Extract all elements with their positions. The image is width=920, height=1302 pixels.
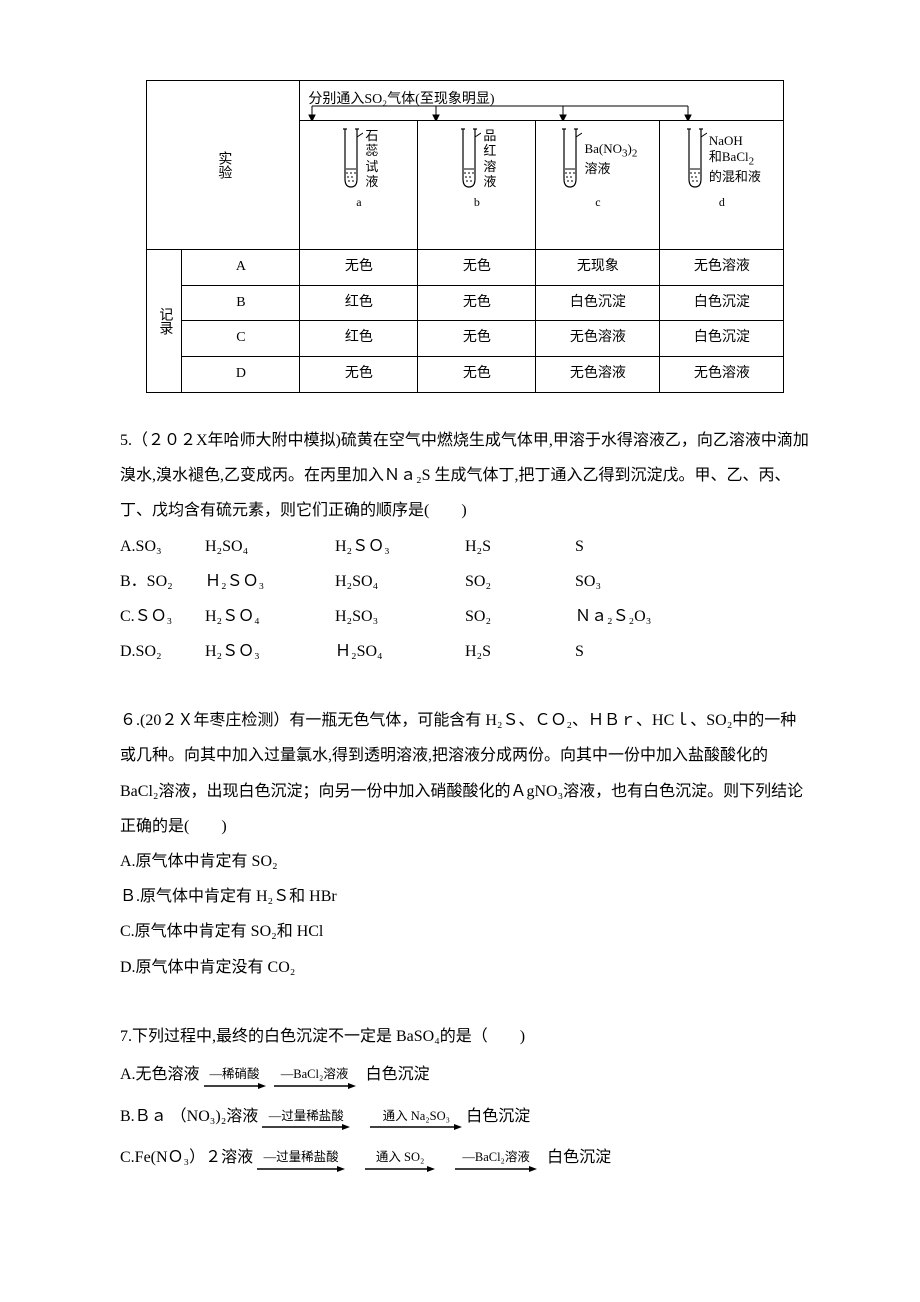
record-key: A — [182, 249, 300, 285]
flow-lead: A.无色溶液 — [120, 1054, 200, 1096]
q6-opt-d: D.原气体中肯定没有 CO₂ — [120, 950, 810, 985]
q6-options: A.原气体中肯定有 SO₂ Ｂ.原气体中肯定有 H₂Ｓ和 HBr C.原气体中肯… — [120, 844, 810, 985]
opt-col: H₂ＳＯ₄ — [205, 599, 335, 634]
q7-stem: 7.下列过程中,最终的白色沉淀不一定是 BaSO₄的是（ ) — [120, 1019, 810, 1054]
flow-arrow: 通入 SO₂ — [365, 1143, 435, 1173]
tube-d-sub: d — [664, 189, 779, 215]
opt-col: Ｈ₂SO₄ — [335, 634, 465, 669]
record-label: 记录 — [146, 249, 182, 392]
q6-opt-c: C.原气体中肯定有 SO₂和 HCl — [120, 914, 810, 949]
experiment-diagram: 实验 分别通入SO₂气体(至现象明显) — [120, 80, 810, 393]
opt-col: H₂SO₄ — [335, 564, 465, 599]
q7-opt-b: B.Ｂａ （NO₃)₂溶液 —过量稀盐酸 通入 Na₂SO₃ 白色沉淀 — [120, 1096, 810, 1138]
q5-opt-b: B．SO₂ Ｈ₂ＳＯ₃ H₂SO₄ SO₂ SO₃ — [120, 564, 810, 599]
table-cell: 白色沉淀 — [536, 285, 660, 321]
flow-arrow: —过量稀盐酸 — [262, 1101, 350, 1131]
table-cell: 无色溶液 — [536, 321, 660, 357]
experiment-table: 实验 分别通入SO₂气体(至现象明显) — [146, 80, 785, 393]
opt-col: Ｎａ₂Ｓ₂O₃ — [575, 599, 685, 634]
tube-b: 品红溶液 b — [418, 120, 536, 249]
table-cell: 无色溶液 — [536, 357, 660, 393]
opt-col: Ｈ₂ＳＯ₃ — [205, 564, 335, 599]
q6-opt-b: Ｂ.原气体中肯定有 H₂Ｓ和 HBr — [120, 879, 810, 914]
arrow-label: —过量稀盐酸 — [269, 1110, 344, 1123]
tube-b-label: 品红溶液 — [483, 128, 496, 190]
opt-col: SO₃ — [575, 564, 685, 599]
q5-opt-d: D.SO₂ H₂ＳＯ₃ Ｈ₂SO₄ H₂S S — [120, 634, 810, 669]
tube-d: NaOH和BaCl2的混和液 d — [660, 120, 784, 249]
experiment-label: 实验 — [146, 81, 300, 250]
flow-tail: 白色沉淀 — [366, 1054, 430, 1096]
opt-col: SO₂ — [465, 564, 575, 599]
flow-arrow: —BaCl₂溶液 — [274, 1060, 356, 1090]
inlet-arrows — [308, 103, 738, 121]
opt-col: H₂ＳＯ₃ — [205, 634, 335, 669]
tube-icon — [457, 127, 481, 191]
table-cell: 无色 — [300, 249, 418, 285]
arrow-label: —BaCl₂溶液 — [281, 1068, 349, 1081]
flow-lead: C.Fe(NＯ₃）２溶液 — [120, 1137, 253, 1179]
table-cell: 无色 — [300, 357, 418, 393]
flow-tail: 白色沉淀 — [547, 1137, 611, 1179]
table-cell: 白色沉淀 — [660, 285, 784, 321]
table-cell: 无色 — [418, 357, 536, 393]
record-key: C — [182, 321, 300, 357]
tube-a-sub: a — [304, 189, 413, 215]
q6-stem: ６.(20２Ｘ年枣庄检测）有一瓶无色气体，可能含有 H₂Ｓ、ＣＯ₂、ＨＢｒ、HC… — [120, 703, 810, 844]
opt-lead: C.ＳＯ₃ — [120, 599, 205, 634]
table-cell: 无现象 — [536, 249, 660, 285]
flow-tail: 白色沉淀 — [466, 1096, 530, 1138]
tube-c: Ba(NO3)2溶液 c — [536, 120, 660, 249]
tube-a: 石蕊试液 a — [300, 120, 418, 249]
tube-icon — [683, 127, 707, 191]
flow-arrow: —BaCl₂溶液 — [455, 1143, 537, 1173]
table-cell: 无色 — [418, 321, 536, 357]
opt-col: SO₂ — [465, 599, 575, 634]
tube-c-label: Ba(NO3)2溶液 — [584, 141, 637, 176]
opt-col: H₂S — [465, 634, 575, 669]
arrow-label: 通入 Na₂SO₃ — [383, 1110, 450, 1123]
tube-b-sub: b — [422, 189, 531, 215]
opt-col: S — [575, 634, 685, 669]
opt-col: H₂SO₃ — [335, 599, 465, 634]
q5-stem: 5.（２０２X年哈师大附中模拟)硫黄在空气中燃烧生成气体甲,甲溶于水得溶液乙，向… — [120, 423, 810, 529]
opt-col: H₂ＳＯ₃ — [335, 529, 465, 564]
table-top-header: 分别通入SO₂气体(至现象明显) — [300, 81, 784, 121]
table-cell: 红色 — [300, 285, 418, 321]
table-cell: 白色沉淀 — [660, 321, 784, 357]
tube-a-label: 石蕊试液 — [365, 128, 378, 190]
record-key: B — [182, 285, 300, 321]
q7-opt-a: A.无色溶液 —稀硝酸 —BaCl₂溶液 白色沉淀 — [120, 1054, 810, 1096]
opt-lead: B．SO₂ — [120, 564, 205, 599]
q5-opt-a: A.SO₃ H₂SO₄ H₂ＳＯ₃ H₂S S — [120, 529, 810, 564]
flow-lead: B.Ｂａ （NO₃)₂溶液 — [120, 1096, 258, 1138]
arrow-label: —BaCl₂溶液 — [462, 1151, 530, 1164]
table-cell: 无色 — [418, 249, 536, 285]
flow-arrow: 通入 Na₂SO₃ — [370, 1101, 462, 1131]
tube-icon — [339, 127, 363, 191]
tube-icon — [558, 127, 582, 191]
tube-d-label: NaOH和BaCl2的混和液 — [709, 133, 761, 184]
opt-col: H₂S — [465, 529, 575, 564]
flow-arrow: —过量稀盐酸 — [257, 1143, 345, 1173]
arrow-label: —稀硝酸 — [210, 1068, 260, 1081]
table-cell: 红色 — [300, 321, 418, 357]
table-cell: 无色 — [418, 285, 536, 321]
flow-arrow: —稀硝酸 — [204, 1060, 266, 1090]
q7-opt-c: C.Fe(NＯ₃）２溶液 —过量稀盐酸 通入 SO₂ —BaCl₂溶液 白色沉淀 — [120, 1137, 810, 1179]
tube-c-sub: c — [540, 189, 655, 215]
arrow-label: —过量稀盐酸 — [264, 1151, 339, 1164]
opt-col: H₂SO₄ — [205, 529, 335, 564]
q5-opt-c: C.ＳＯ₃ H₂ＳＯ₄ H₂SO₃ SO₂ Ｎａ₂Ｓ₂O₃ — [120, 599, 810, 634]
table-cell: 无色溶液 — [660, 357, 784, 393]
opt-lead: A.SO₃ — [120, 529, 205, 564]
table-cell: 无色溶液 — [660, 249, 784, 285]
opt-col: S — [575, 529, 685, 564]
q6-opt-a: A.原气体中肯定有 SO₂ — [120, 844, 810, 879]
record-key: D — [182, 357, 300, 393]
arrow-label: 通入 SO₂ — [376, 1151, 424, 1164]
opt-lead: D.SO₂ — [120, 634, 205, 669]
